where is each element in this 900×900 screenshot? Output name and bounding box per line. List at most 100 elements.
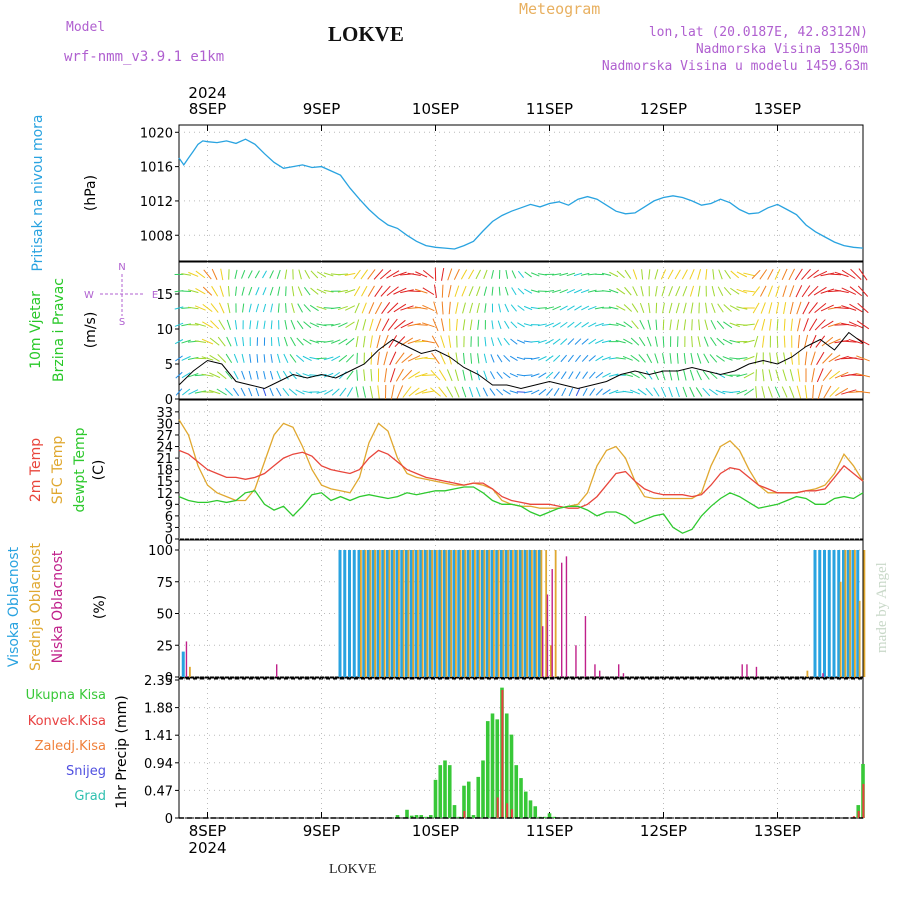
wind-arrow — [691, 336, 693, 348]
wind-arrow — [582, 371, 589, 379]
wind-arrow — [289, 354, 297, 363]
x-tick-label-top: 9SEP — [303, 100, 341, 118]
wind-arrow — [470, 353, 473, 364]
wind-arrow — [188, 271, 199, 277]
wind-arrow — [344, 289, 356, 294]
wind-arrow — [373, 269, 384, 280]
wind-arrow — [489, 388, 496, 396]
high-cloud-bar — [462, 550, 465, 677]
mid-cloud-bar — [497, 550, 500, 677]
wind-arrow — [682, 285, 688, 297]
wind-arrow — [848, 338, 864, 345]
wind-arrow — [615, 357, 626, 360]
wind-arrow — [363, 369, 366, 381]
wind-arrow — [638, 354, 646, 363]
wind-arrow — [523, 374, 533, 377]
wind-arrow — [345, 354, 355, 363]
wind-arrow — [567, 354, 574, 363]
wind-arrow — [496, 371, 503, 379]
wind-arrow — [736, 357, 748, 360]
wind-arrow — [498, 303, 502, 313]
wind-arrow — [401, 353, 413, 364]
wind-arrow — [559, 289, 569, 294]
wind-arrow — [454, 369, 459, 381]
wind-arrow — [841, 322, 857, 327]
wind-arrow — [256, 320, 259, 330]
wind-arrow — [855, 373, 871, 378]
wind-arrow — [422, 269, 434, 279]
wind-arrow — [723, 286, 732, 296]
wind-arrow — [232, 387, 240, 397]
wind-arrow — [375, 318, 382, 332]
wind-arrow — [394, 319, 406, 330]
wind-arrow — [422, 304, 435, 312]
high-cloud-bar — [438, 550, 442, 677]
wind-arrow — [323, 356, 334, 361]
wind-arrow — [789, 369, 794, 382]
wind-arrow — [776, 319, 779, 331]
low-cloud-bar — [618, 664, 620, 677]
wind-arrow — [588, 355, 596, 362]
convective-precip-bar — [852, 816, 855, 818]
high-cloud-bar — [371, 550, 375, 677]
wind-arrow — [483, 286, 488, 296]
pressure-axis-label: Pritisak na nivou mora — [30, 114, 46, 271]
x-tick-label-bottom: 10SEP — [412, 822, 459, 840]
wind-arrow — [331, 339, 341, 344]
wind-arrow — [302, 373, 312, 378]
wind-arrow — [545, 355, 554, 362]
wind-arrow — [201, 338, 214, 345]
wind-arrow — [195, 287, 206, 295]
wind-arrow — [462, 369, 466, 381]
wind-arrow — [367, 285, 375, 297]
high-cloud-bar — [846, 550, 850, 677]
mid-cloud-bar — [407, 550, 410, 677]
wind-arrow — [396, 385, 404, 399]
y-tick-label-clouds: 0 — [165, 671, 173, 686]
mid-cloud-bar — [521, 550, 524, 677]
wind-arrow — [181, 372, 191, 379]
wind-arrow — [646, 353, 653, 364]
wind-arrow — [568, 371, 574, 380]
wind-arrow — [248, 286, 253, 296]
wind-arrow — [655, 319, 658, 331]
mid-cloud-bar — [507, 550, 510, 677]
wind-arrow — [581, 338, 589, 345]
wind-arrow — [407, 323, 421, 327]
wind-arrow — [381, 302, 391, 314]
wind-arrow — [380, 269, 392, 280]
wind-arrow — [587, 305, 597, 311]
mid-cloud-bar — [369, 550, 372, 677]
mid-cloud-bar — [844, 550, 847, 677]
wind-arrow — [233, 370, 239, 380]
wind-arrow — [716, 355, 725, 362]
wind-arrow — [460, 269, 468, 280]
wind-arrow — [296, 320, 304, 330]
wind-arrow — [242, 303, 245, 313]
wind-arrow — [632, 269, 638, 280]
wind-arrow — [415, 388, 428, 396]
wind-arrow — [316, 271, 327, 278]
wind-arrow — [370, 368, 373, 382]
pressure-line — [178, 138, 864, 250]
wind-arrow — [574, 338, 582, 345]
wind-arrow — [439, 352, 446, 365]
wind-arrow — [807, 285, 819, 297]
wind-arrow — [395, 352, 405, 365]
wind-arrow — [262, 387, 267, 397]
wind-arrow — [711, 302, 716, 314]
wind-arrow — [675, 286, 681, 297]
wind-arrow — [691, 319, 693, 331]
y-tick-label-temperature: 3 — [165, 521, 173, 536]
wind-arrow — [468, 386, 474, 398]
wind-arrow — [262, 287, 267, 296]
wind-arrow — [682, 386, 688, 398]
wind-arrow — [303, 321, 312, 329]
wind-arrow — [249, 353, 252, 363]
wind-arrow — [345, 321, 355, 329]
mid-cloud-bar — [550, 645, 552, 677]
wind-arrow — [575, 354, 581, 362]
wind-arrow — [447, 268, 453, 281]
wind-arrow — [796, 385, 802, 399]
wind-arrow — [290, 319, 296, 330]
